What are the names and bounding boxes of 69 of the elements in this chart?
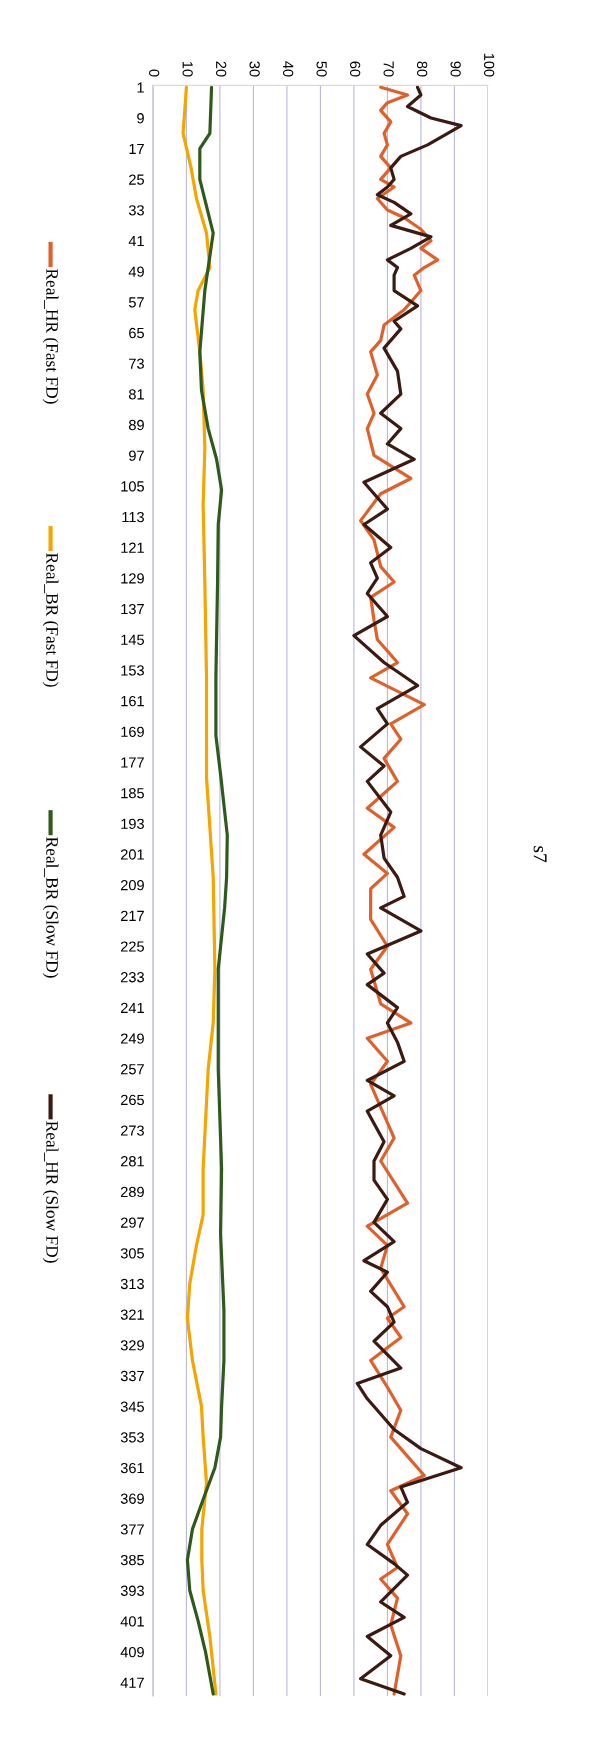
y-tick-label: 289 (120, 1186, 144, 1198)
y-tick-label: 41 (128, 235, 144, 246)
y-tick-label: 185 (121, 787, 144, 799)
y-tick-label: 345 (120, 1401, 144, 1412)
y-tick-label: 25 (129, 174, 144, 185)
y-tick-label: 361 (120, 1462, 144, 1474)
y-tick-label: 417 (120, 1677, 144, 1688)
y-tick-label: 297 (120, 1217, 144, 1228)
y-tick-label: 1 (137, 82, 144, 93)
y-tick-label: 377 (120, 1524, 144, 1535)
y-tick-label: 121 (121, 542, 144, 553)
x-tick-label: 50 (316, 61, 327, 77)
y-tick-label: 353 (120, 1432, 144, 1443)
y-tick-label: 337 (120, 1370, 144, 1382)
x-tick-label: 0 (149, 69, 160, 77)
y-tick-label: 129 (121, 573, 144, 584)
y-tick-label: 145 (121, 634, 144, 645)
legend-label: Real_BR (Fast FD) (42, 553, 59, 687)
y-tick-label: 33 (128, 205, 144, 216)
y-tick-label: 73 (129, 358, 144, 369)
y-tick-label: 401 (120, 1616, 144, 1627)
y-tick-label: 225 (120, 941, 144, 952)
legend-label: Real_BR (Slow FD) (42, 837, 59, 978)
y-tick-label: 153 (121, 665, 144, 676)
y-tick-label: 281 (120, 1156, 144, 1167)
x-tick-label: 100 (483, 53, 495, 77)
y-tick-label: 393 (120, 1585, 144, 1596)
y-tick-label: 217 (120, 910, 144, 921)
y-tick-label: 257 (120, 1064, 144, 1075)
y-tick-label: 17 (129, 143, 144, 154)
y-tick-label: 305 (120, 1248, 144, 1259)
x-tick-label: 10 (182, 61, 193, 77)
y-tick-label: 169 (121, 726, 144, 737)
y-tick-label: 369 (120, 1493, 144, 1504)
x-tick-label: 60 (349, 61, 361, 77)
x-tick-label: 40 (282, 61, 294, 77)
x-tick-label: 90 (450, 61, 461, 77)
y-tick-label: 97 (129, 450, 144, 461)
legend-label: Real_HR (Fast FD) (42, 268, 59, 404)
y-tick-label: 273 (120, 1125, 144, 1136)
y-tick-label: 201 (120, 849, 144, 860)
y-tick-label: 193 (121, 818, 144, 829)
y-tick-label: 321 (120, 1309, 144, 1320)
y-tick-label: 313 (120, 1278, 144, 1290)
y-tick-label: 233 (120, 972, 144, 983)
y-tick-label: 81 (129, 389, 144, 400)
y-tick-label: 137 (121, 603, 144, 615)
y-tick-label: 9 (137, 113, 144, 124)
y-tick-label: 89 (129, 419, 144, 431)
text: s7 (533, 846, 547, 863)
y-tick-label: 409 (120, 1646, 144, 1658)
y-tick-label: 57 (128, 297, 144, 308)
y-tick-label: 385 (120, 1554, 144, 1566)
y-tick-label: 65 (129, 327, 144, 339)
legend-label: Real_HR (Slow FD) (42, 1121, 59, 1263)
y-tick-label: 265 (120, 1094, 144, 1106)
y-tick-label: 113 (122, 511, 144, 523)
y-tick-label: 49 (128, 266, 144, 277)
x-tick-label: 20 (216, 61, 227, 77)
y-tick-label: 249 (120, 1033, 144, 1044)
y-tick-label: 329 (120, 1340, 144, 1351)
x-tick-label: 80 (416, 61, 428, 77)
y-tick-label: 105 (121, 481, 144, 492)
y-tick-label: 177 (121, 757, 144, 768)
x-tick-label: 30 (249, 61, 260, 77)
y-tick-label: 209 (120, 880, 144, 891)
y-tick-label: 161 (121, 695, 144, 707)
y-tick-label: 241 (120, 1002, 144, 1013)
x-tick-label: 70 (383, 61, 394, 77)
